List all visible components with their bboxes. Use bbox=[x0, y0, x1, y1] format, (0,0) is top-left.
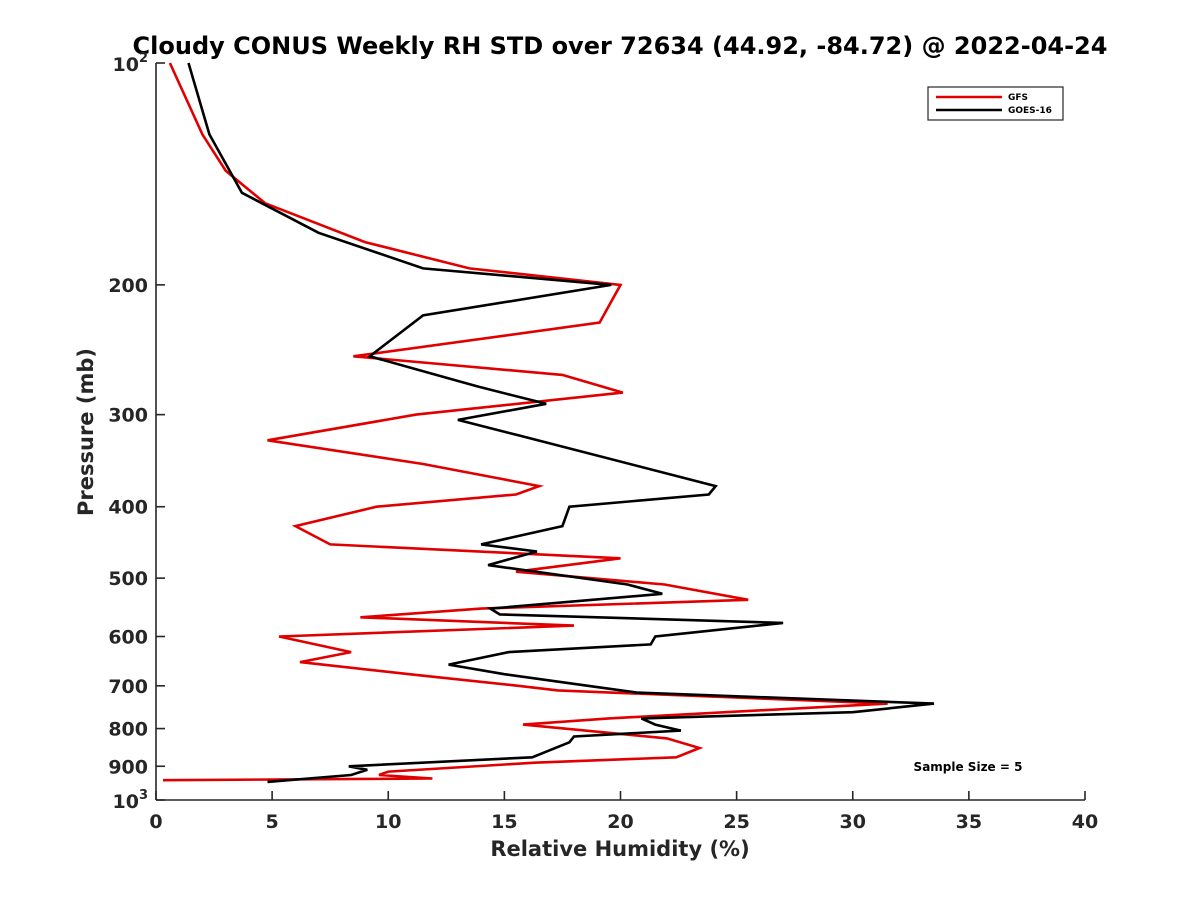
plot-area bbox=[162, 62, 935, 784]
x-tick-label: 40 bbox=[1072, 811, 1098, 833]
x-tick-label: 20 bbox=[607, 811, 633, 833]
legend-label-gfs: GFS bbox=[1008, 93, 1028, 103]
y-axis-label: Pressure (mb) bbox=[74, 348, 98, 516]
x-tick-label: 0 bbox=[149, 811, 162, 833]
y-tick-label: 103 bbox=[113, 788, 149, 813]
y-tick-label: 900 bbox=[108, 756, 148, 778]
series-line-gfs bbox=[162, 62, 888, 782]
y-tick-label: 600 bbox=[108, 626, 148, 648]
x-tick-label: 10 bbox=[375, 811, 401, 833]
y-tick-label: 102 bbox=[113, 51, 149, 76]
y-tick-label: 500 bbox=[108, 568, 148, 590]
y-tick-label: 800 bbox=[108, 719, 148, 741]
x-tick-label: 15 bbox=[491, 811, 517, 833]
x-tick-label: 30 bbox=[840, 811, 866, 833]
y-tick-label: 700 bbox=[108, 676, 148, 698]
x-axis-ticks: 0 5 10 15 20 25 30 35 40 bbox=[149, 791, 1098, 833]
x-tick-label: 35 bbox=[956, 811, 982, 833]
y-axis-ticks: 200 300 400 500 600 700 800 900 102 103 bbox=[108, 51, 165, 813]
chart-title: Cloudy CONUS Weekly RH STD over 72634 (4… bbox=[133, 32, 1108, 60]
y-tick-label: 400 bbox=[108, 497, 148, 519]
x-tick-label: 25 bbox=[723, 811, 749, 833]
y-tick-label: 200 bbox=[108, 275, 148, 297]
legend-box bbox=[927, 86, 1064, 121]
legend-label-goes16: GOES-16 bbox=[1008, 106, 1052, 116]
y-tick-label: 300 bbox=[108, 405, 148, 427]
series-line-goes16 bbox=[187, 62, 935, 784]
legend: GFS GOES-16 bbox=[927, 86, 1064, 121]
x-axis-label: Relative Humidity (%) bbox=[490, 837, 749, 861]
sample-size-annotation: Sample Size = 5 bbox=[914, 760, 1023, 774]
x-tick-label: 5 bbox=[266, 811, 279, 833]
